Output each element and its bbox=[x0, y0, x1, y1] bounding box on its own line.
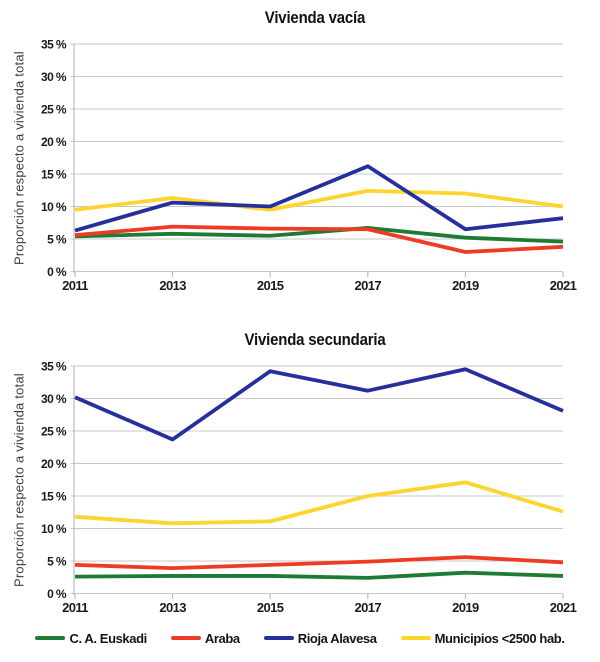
chart-legend: C. A. Euskadi Araba Rioja Alavesa Municipio… bbox=[0, 628, 600, 648]
x-tick-label: 2017 bbox=[355, 278, 382, 293]
series-line-municipios-2500-hab bbox=[74, 480, 564, 526]
x-tick-label: 2019 bbox=[452, 600, 479, 615]
legend-line-swatch bbox=[400, 636, 431, 640]
legend-label: Araba bbox=[204, 630, 240, 646]
legend-line-swatch bbox=[35, 636, 66, 640]
chart-title-vivienda-secundaria: Vivienda secundaria bbox=[244, 330, 386, 349]
x-tick-label: 2017 bbox=[355, 600, 382, 615]
legend-line-swatch bbox=[170, 636, 201, 640]
y-tick-label: 5 % bbox=[47, 555, 67, 569]
y-tick-label: 20 % bbox=[41, 135, 67, 149]
y-tick-label: 25 % bbox=[41, 103, 67, 117]
y-tick-label: 35 % bbox=[41, 360, 67, 374]
line-plot-vivienda-vacia: 0 % 5 % 10 % 15 % 20 % 25 % 30 % 35 % 2011 2013 20… bbox=[41, 38, 577, 294]
y-tick-label: 0 % bbox=[47, 265, 67, 279]
y-tick-label: 15 % bbox=[41, 490, 67, 504]
series-line-rioja-alavesa bbox=[74, 164, 564, 233]
y-tick-label: 15 % bbox=[41, 168, 67, 182]
y-tick-label: 10 % bbox=[41, 522, 67, 536]
series-line-rioja-alavesa bbox=[74, 367, 564, 442]
x-tick-label: 2011 bbox=[62, 278, 88, 293]
chart-title-vivienda-vacia: Vivienda vacía bbox=[264, 8, 366, 27]
x-tick-label: 2021 bbox=[550, 278, 577, 293]
legend-line-swatch bbox=[263, 636, 294, 640]
y-tick-label: 5 % bbox=[47, 233, 67, 247]
legend-label: C. A. Euskadi bbox=[69, 630, 147, 646]
x-tick-label: 2013 bbox=[159, 600, 186, 615]
y-tick-label: 10 % bbox=[41, 200, 67, 214]
series-line-c-a-euskadi bbox=[74, 570, 564, 580]
y-tick-label: 0 % bbox=[47, 587, 67, 601]
x-tick-label: 2019 bbox=[452, 278, 479, 293]
series-line-araba bbox=[74, 555, 564, 571]
x-tick-label: 2013 bbox=[159, 278, 186, 293]
y-tick-label: 25 % bbox=[41, 425, 67, 439]
legend-item-municipios-2500-hab: Municipios <2500 hab. bbox=[400, 630, 565, 646]
x-tick-label: 2015 bbox=[257, 600, 284, 615]
legend-item-rioja-alavesa: Rioja Alavesa bbox=[263, 630, 377, 646]
series-line-c-a-euskadi bbox=[74, 226, 564, 244]
y-tick-label: 20 % bbox=[41, 457, 67, 471]
series-line-araba bbox=[74, 224, 564, 254]
y-tick-label: 35 % bbox=[41, 38, 67, 52]
legend-label: Rioja Alavesa bbox=[297, 630, 377, 646]
y-tick-label: 30 % bbox=[41, 70, 67, 84]
y-tick-label: 30 % bbox=[41, 392, 67, 406]
line-plot-vivienda-secundaria: 0 % 5 % 10 % 15 % 20 % 25 % 30 % 35 % 2011 2013 20… bbox=[41, 360, 577, 616]
x-tick-label: 2011 bbox=[62, 600, 88, 615]
x-tick-label: 2015 bbox=[257, 278, 284, 293]
x-tick-label: 2021 bbox=[550, 600, 577, 615]
legend-item-araba: Araba bbox=[170, 630, 240, 646]
legend-label: Municipios <2500 hab. bbox=[434, 630, 565, 646]
series-line-municipios-2500-hab bbox=[74, 188, 564, 212]
legend-item-c-a-euskadi: C. A. Euskadi bbox=[35, 630, 147, 646]
